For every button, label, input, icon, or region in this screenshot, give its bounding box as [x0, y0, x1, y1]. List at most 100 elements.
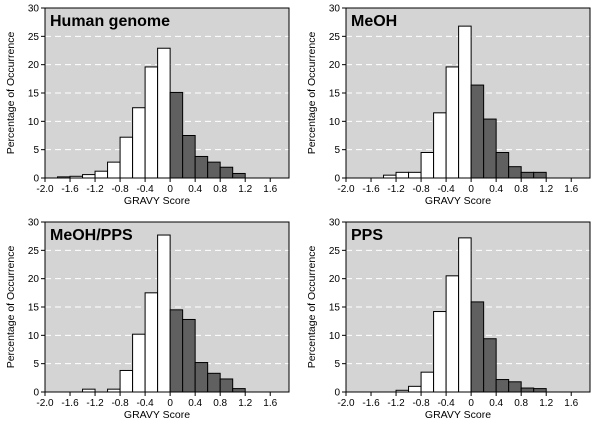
x-axis-label: GRAVY Score — [425, 409, 491, 421]
bar — [520, 171, 535, 179]
y-tick-label: 15 — [329, 303, 341, 314]
x-tick-label: 0.8 — [514, 398, 528, 409]
y-tick-label: 25 — [28, 246, 40, 257]
bar — [219, 378, 234, 393]
panel-title: Human genome — [50, 13, 170, 30]
x-tick-label: 1.6 — [564, 398, 578, 409]
bar — [483, 118, 497, 179]
histogram-meoh: 0 5 10 15 20 25 30 -2.0 -1.6 -1.2 -0.8 -0.4 0 0.4 0.8 1… — [306, 4, 591, 207]
x-axis-label: GRAVY Score — [425, 195, 491, 207]
histogram-human-genome: 0 5 10 15 20 25 30 -2.0 -1.6 -1.2 -0.8 -0.4 0 0.4 0.8 1… — [5, 4, 290, 207]
plot-frame — [345, 221, 591, 393]
bar — [420, 371, 435, 393]
bar — [119, 136, 134, 179]
histogram-pps: 0 5 10 15 20 25 30 -2.0 -1.6 -1.2 -0.8 -0.4 0 0.4 0.8 1… — [306, 218, 591, 421]
bar — [194, 362, 209, 393]
panel-title: PPS — [351, 227, 383, 244]
x-tick-label: -2.0 — [337, 184, 355, 195]
x-tick-label: 1.6 — [564, 184, 578, 195]
plot-frame — [345, 7, 591, 179]
x-tick-label: 0 — [468, 398, 474, 409]
bar — [470, 301, 485, 393]
y-tick-label: 20 — [28, 274, 40, 285]
x-tick-label: 1.2 — [539, 184, 553, 195]
y-tick-label: 5 — [33, 145, 39, 156]
y-tick-label: 20 — [329, 274, 341, 285]
y-tick-label: 0 — [33, 388, 39, 399]
x-tick-label: 1.6 — [263, 398, 277, 409]
bar — [82, 174, 96, 179]
bar — [207, 372, 221, 393]
bar — [445, 66, 460, 179]
bar — [232, 172, 246, 179]
bar — [132, 107, 146, 179]
bar — [408, 385, 422, 393]
x-tick-label: -0.8 — [111, 398, 129, 409]
bar — [445, 275, 460, 393]
y-axis-label: Percentage of Occurrence — [306, 32, 318, 155]
x-tick-label: 1.6 — [263, 184, 277, 195]
plot-frame — [44, 7, 290, 179]
x-tick-label: 1.2 — [238, 398, 252, 409]
x-tick-label: 1.2 — [539, 398, 553, 409]
bar — [182, 135, 196, 179]
x-tick-label: 0.4 — [489, 184, 503, 195]
bar — [433, 311, 447, 393]
bar — [144, 66, 159, 179]
bar — [157, 234, 171, 393]
bar — [533, 388, 547, 393]
x-axis-label: GRAVY Score — [124, 195, 190, 207]
bar — [107, 161, 121, 179]
bar — [232, 388, 246, 393]
bar — [458, 25, 472, 179]
x-tick-label: 0.8 — [213, 398, 227, 409]
bar — [520, 387, 535, 393]
x-tick-label: -2.0 — [36, 398, 54, 409]
x-tick-label: 1.2 — [238, 184, 252, 195]
x-axis-label: GRAVY Score — [124, 409, 190, 421]
panel-title: MeOH/PPS — [50, 227, 133, 244]
x-tick-label: -0.4 — [437, 184, 455, 195]
x-tick-label: -1.6 — [362, 398, 380, 409]
y-axis-label: Percentage of Occurrence — [5, 32, 17, 155]
y-tick-label: 10 — [28, 117, 40, 128]
x-tick-label: -0.4 — [437, 398, 455, 409]
y-tick-label: 10 — [329, 117, 341, 128]
bar — [219, 166, 234, 179]
y-tick-label: 5 — [334, 145, 340, 156]
x-tick-label: 0.4 — [188, 184, 202, 195]
bar — [132, 333, 146, 393]
x-tick-label: 0.8 — [213, 184, 227, 195]
y-tick-label: 30 — [28, 218, 40, 229]
bar — [420, 152, 435, 179]
x-tick-label: -1.2 — [387, 398, 405, 409]
y-tick-label: 15 — [28, 89, 40, 100]
x-tick-label: -1.6 — [61, 398, 79, 409]
x-tick-label: -0.8 — [412, 184, 430, 195]
bar — [508, 166, 522, 179]
y-tick-label: 25 — [329, 246, 341, 257]
y-tick-label: 20 — [28, 60, 40, 71]
bar — [395, 171, 410, 179]
x-tick-label: -1.2 — [86, 398, 104, 409]
bar — [408, 171, 422, 179]
bar — [169, 91, 184, 179]
bar — [458, 237, 472, 393]
bar — [508, 381, 522, 393]
y-tick-label: 5 — [334, 359, 340, 370]
y-tick-label: 20 — [329, 60, 341, 71]
y-tick-label: 0 — [334, 388, 340, 399]
bar — [119, 369, 134, 393]
x-tick-label: -0.8 — [111, 184, 129, 195]
bar — [495, 152, 510, 179]
bar — [495, 379, 510, 393]
x-tick-label: 0.4 — [188, 398, 202, 409]
y-tick-label: 10 — [329, 331, 341, 342]
bar — [182, 318, 196, 393]
bar — [157, 47, 171, 179]
x-tick-label: -1.6 — [61, 184, 79, 195]
x-tick-label: -1.2 — [387, 184, 405, 195]
bar — [433, 112, 447, 179]
histogram-meoh-pps: 0 5 10 15 20 25 30 -2.0 -1.6 -1.2 -0.8 -0.4 0 0.4 0.8 1… — [5, 218, 290, 421]
y-tick-label: 25 — [329, 32, 341, 43]
